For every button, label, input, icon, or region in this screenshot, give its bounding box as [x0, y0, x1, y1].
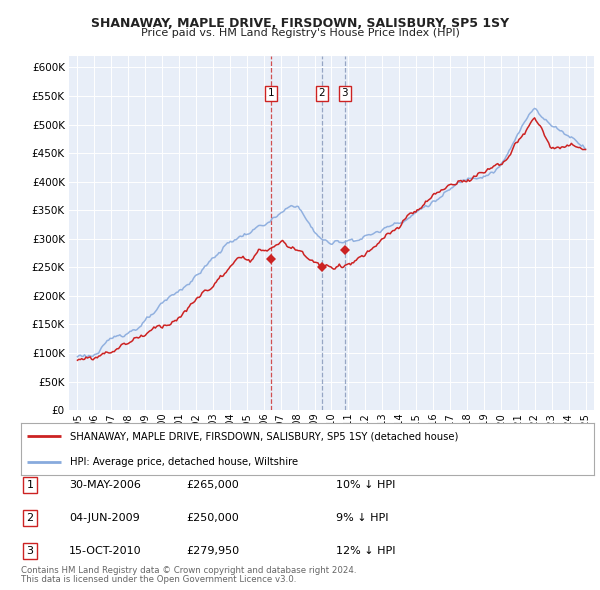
- Text: £250,000: £250,000: [186, 513, 239, 523]
- Text: SHANAWAY, MAPLE DRIVE, FIRSDOWN, SALISBURY, SP5 1SY (detached house): SHANAWAY, MAPLE DRIVE, FIRSDOWN, SALISBU…: [70, 431, 458, 441]
- Text: 04-JUN-2009: 04-JUN-2009: [69, 513, 140, 523]
- Text: This data is licensed under the Open Government Licence v3.0.: This data is licensed under the Open Gov…: [21, 575, 296, 584]
- Text: 1: 1: [26, 480, 34, 490]
- Text: £279,950: £279,950: [186, 546, 239, 556]
- Text: 30-MAY-2006: 30-MAY-2006: [69, 480, 141, 490]
- Text: HPI: Average price, detached house, Wiltshire: HPI: Average price, detached house, Wilt…: [70, 457, 298, 467]
- Text: 1: 1: [268, 88, 274, 98]
- Text: 15-OCT-2010: 15-OCT-2010: [69, 546, 142, 556]
- Text: 9% ↓ HPI: 9% ↓ HPI: [336, 513, 389, 523]
- Text: Contains HM Land Registry data © Crown copyright and database right 2024.: Contains HM Land Registry data © Crown c…: [21, 566, 356, 575]
- Text: Price paid vs. HM Land Registry's House Price Index (HPI): Price paid vs. HM Land Registry's House …: [140, 28, 460, 38]
- Text: SHANAWAY, MAPLE DRIVE, FIRSDOWN, SALISBURY, SP5 1SY: SHANAWAY, MAPLE DRIVE, FIRSDOWN, SALISBU…: [91, 17, 509, 30]
- Text: 12% ↓ HPI: 12% ↓ HPI: [336, 546, 395, 556]
- Text: 10% ↓ HPI: 10% ↓ HPI: [336, 480, 395, 490]
- Text: 3: 3: [341, 88, 348, 98]
- Text: £265,000: £265,000: [186, 480, 239, 490]
- Text: 2: 2: [319, 88, 325, 98]
- Text: 3: 3: [26, 546, 34, 556]
- Text: 2: 2: [26, 513, 34, 523]
